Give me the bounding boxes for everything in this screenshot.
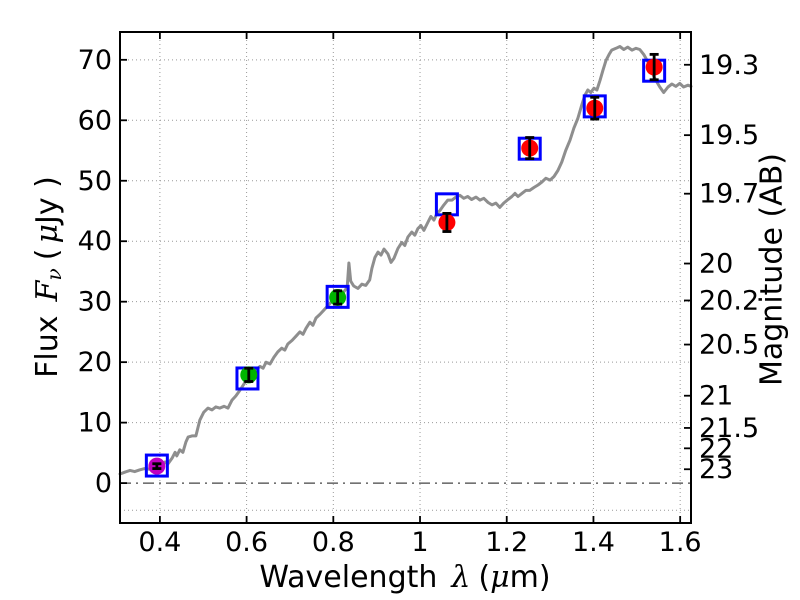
mu-symbol-flux: μ [30,224,65,244]
flux-label-text: Flux [30,315,65,378]
x-unit-close: m) [509,560,551,595]
x-tick-label: 1.2 [485,527,528,558]
model-photometry-square [144,453,169,478]
flux-tick-label: 70 [78,45,112,76]
x-unit-open: ( [478,560,491,595]
x-tick-label: 0.6 [225,527,268,558]
flux-tick-label: 40 [78,226,112,257]
magnitude-tick-label: 20 [699,249,733,280]
lambda-symbol: λ [451,560,471,595]
flux-unit-open: ( [30,248,65,261]
model-photometry-square [325,284,350,309]
x-tick-label: 1 [411,527,428,558]
x-tick-label: 1.4 [572,527,615,558]
nu-subscript: ν [42,268,66,281]
magnitude-tick-label: 23 [699,454,733,485]
magnitude-tick-label: 19.5 [699,120,759,151]
magnitude-tick-label: 20.2 [699,285,759,316]
magnitude-tick-label: 20.5 [699,330,759,361]
magnitude-tick-label: 21.5 [699,413,759,444]
x-axis-title: Wavelength λ (μm) [5,560,800,595]
flux-tick-label: 10 [78,408,112,439]
magnitude-tick-label: 22 [699,433,733,464]
x-tick-label: 1.6 [659,527,702,558]
y-axis-title-left: Flux Fν ( μJy ) [30,27,66,527]
magnitude-tick-label: 19.3 [699,50,759,81]
spectrum-line [118,45,693,476]
flux-unit-close: Jy ) [30,176,65,225]
x-tick-label: 0.4 [138,527,181,558]
x-axis-title-text: Wavelength [259,560,438,595]
magnitude-tick-label: 19.7 [699,179,759,210]
magnitude-tick-label: 21 [699,381,733,412]
plot-border [119,31,692,524]
flux-tick-label: 20 [78,347,112,378]
flux-symbol: F [30,280,65,302]
y-axis-title-right: Magnitude (AB) [754,153,790,386]
flux-tick-label: 60 [78,105,112,136]
flux-tick-label: 50 [78,166,112,197]
x-tick-label: 0.8 [312,527,355,558]
flux-tick-label: 0 [95,468,112,499]
mu-symbol: μ [490,560,510,595]
flux-tick-label: 30 [78,287,112,318]
